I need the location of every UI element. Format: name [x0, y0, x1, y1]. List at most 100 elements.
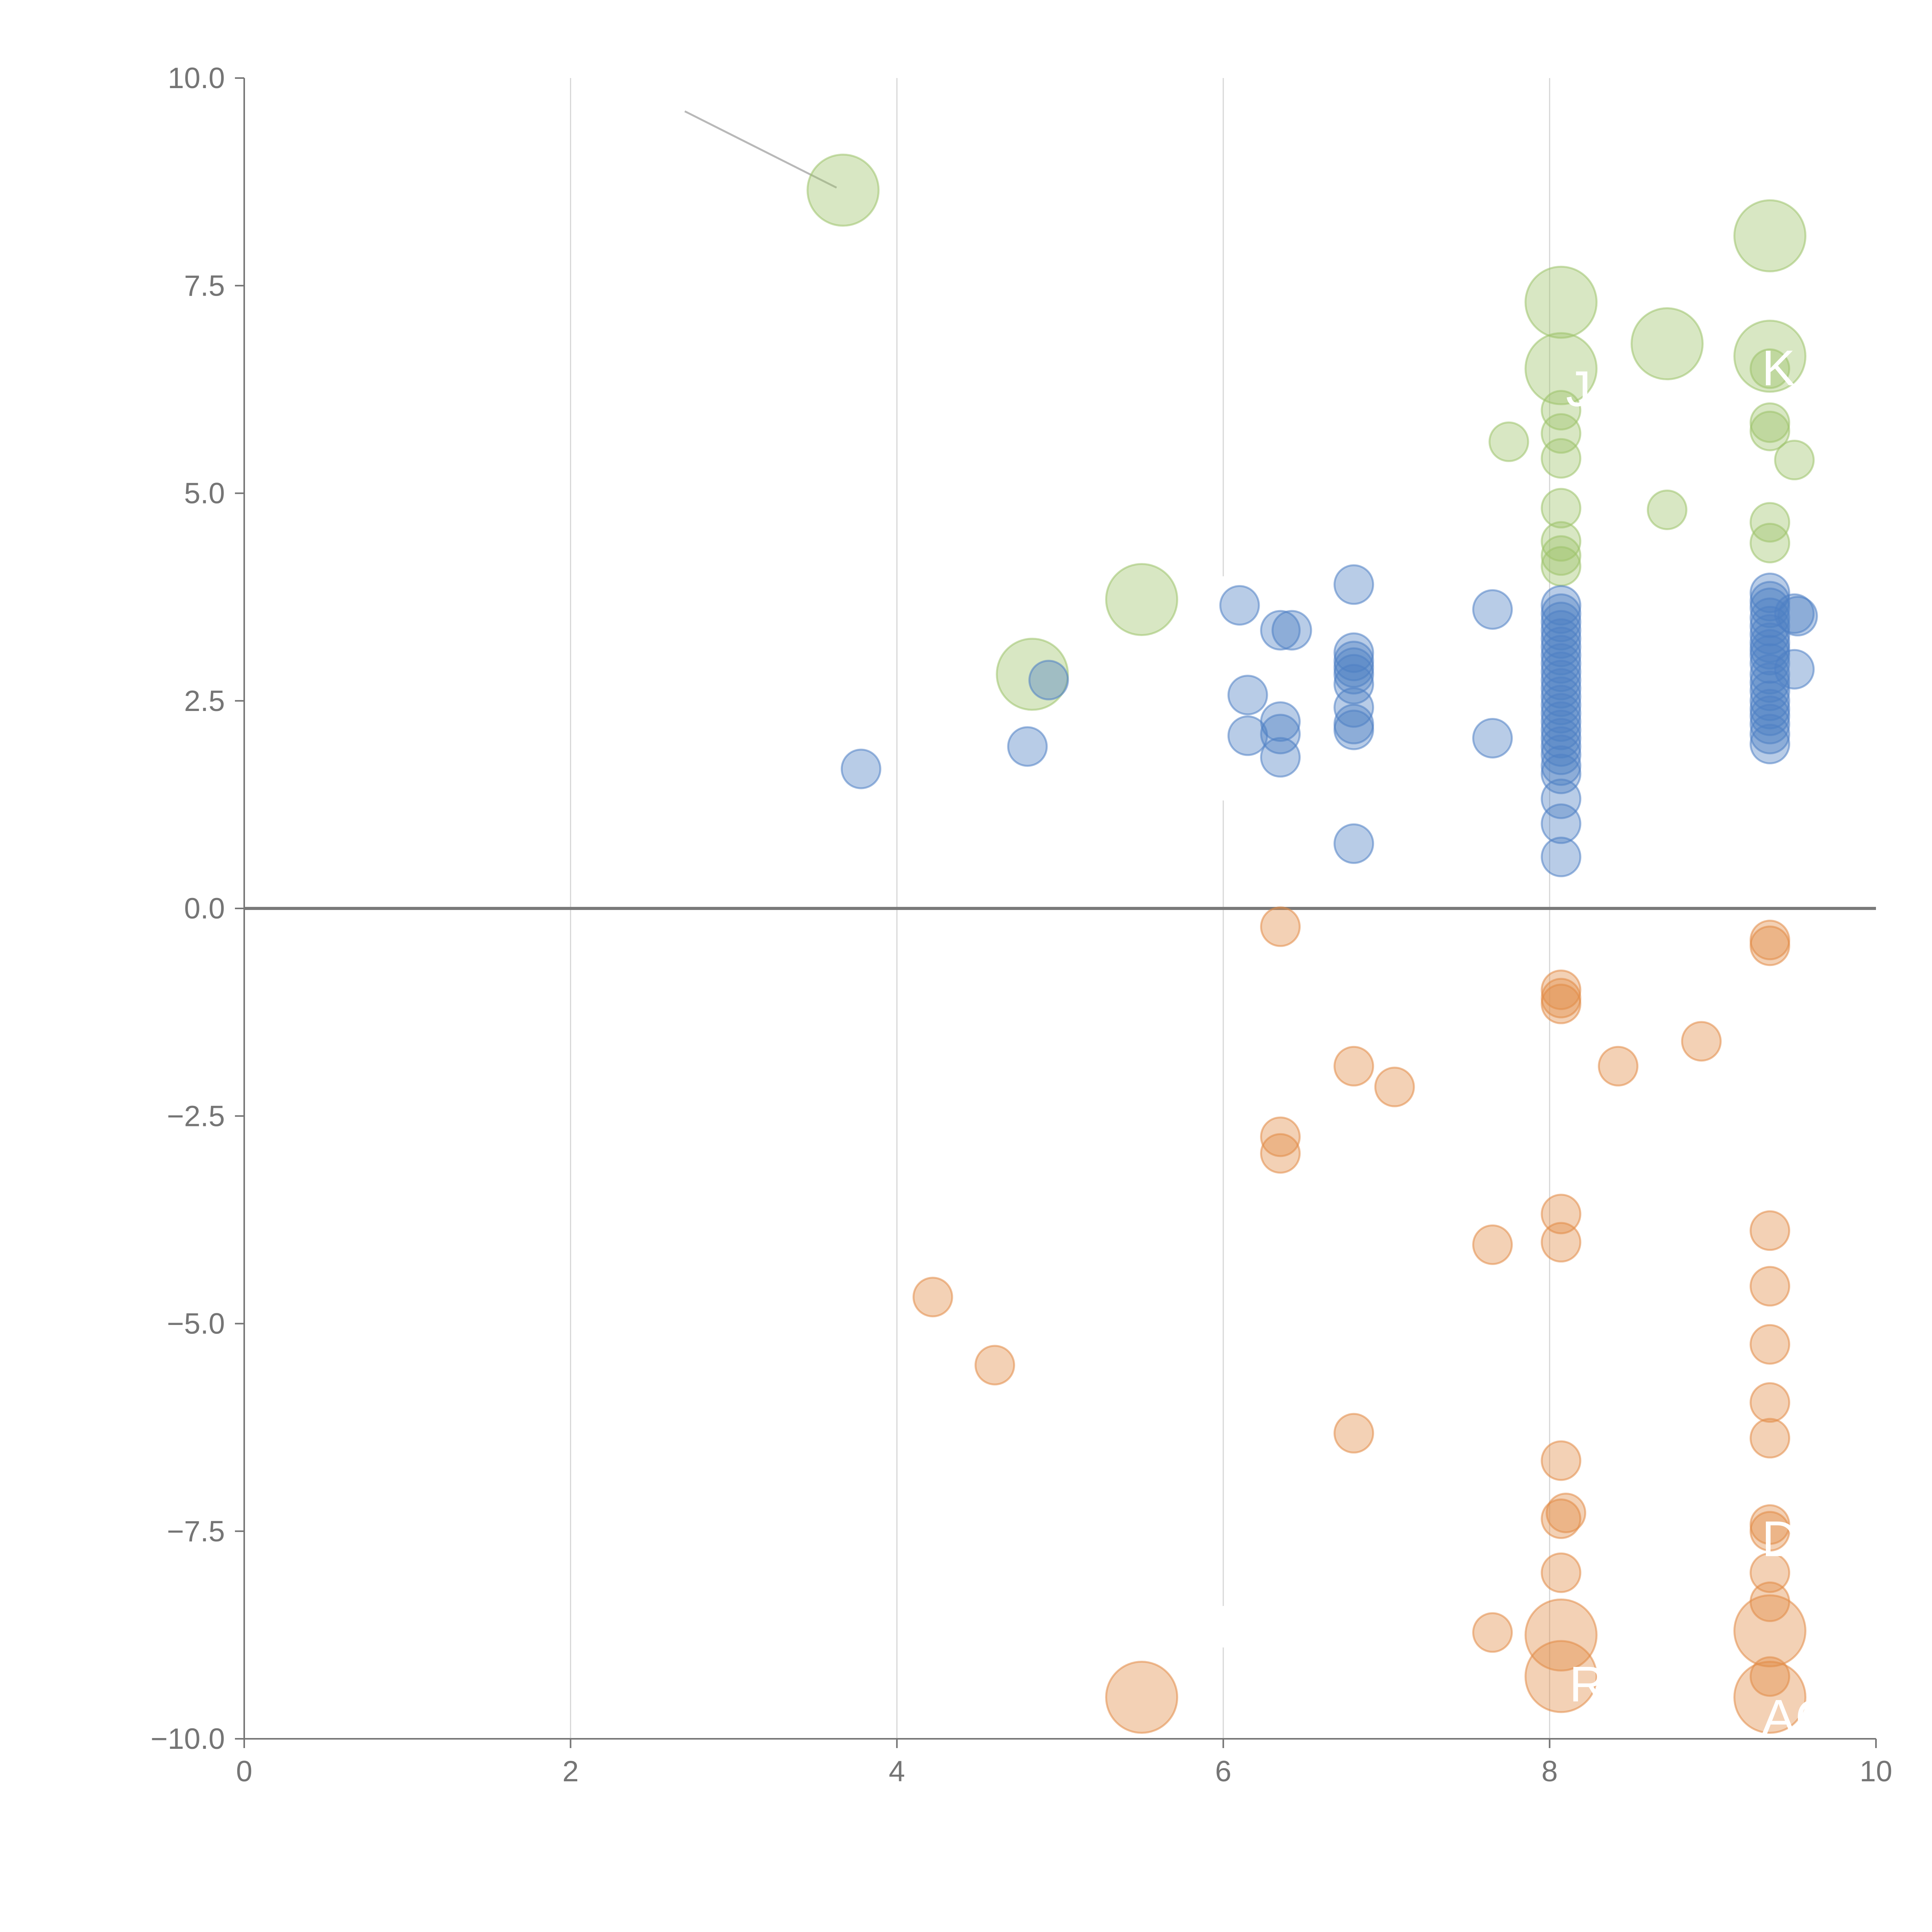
bubble-green — [1105, 563, 1179, 636]
leader-line-light — [1144, 571, 1175, 594]
bubble-blue — [1271, 610, 1312, 651]
bubble-blue — [1777, 596, 1818, 637]
y-tick-label: −5.0 — [167, 1308, 225, 1340]
bubble-orange — [1541, 1552, 1582, 1593]
bubble-green — [1524, 265, 1598, 339]
bubble-orange — [1260, 906, 1301, 947]
leader-line-light — [1772, 1601, 1779, 1623]
bubble-blue — [1541, 753, 1582, 794]
x-tick-label: 0 — [236, 1755, 252, 1788]
bubble-blue — [1774, 593, 1815, 634]
bubble-green — [1750, 402, 1791, 443]
y-tick-label: 7.5 — [184, 269, 225, 302]
axes: 0 2 4 6 8 10 10.0 7.5 5.0 2.5 0.0 −2.5 −5.0 −7.5 −10.0 — [151, 62, 1893, 1788]
bubble-green — [1774, 440, 1815, 481]
bubble-green — [1541, 488, 1582, 529]
bubble-green — [1750, 502, 1791, 543]
bubble-blue — [1007, 726, 1048, 767]
x-tick-label: 10 — [1860, 1755, 1893, 1788]
bubble-blue — [1750, 695, 1791, 736]
bubble-orange — [1472, 1224, 1513, 1265]
bubble-green — [1541, 390, 1582, 431]
bubble-blue — [840, 748, 881, 789]
bubble-blue — [1541, 676, 1582, 717]
y-tick-label: −2.5 — [167, 1100, 225, 1133]
bubble-blue — [1541, 585, 1582, 626]
bubble-blue — [1260, 714, 1301, 755]
bubble-blue — [1028, 660, 1069, 701]
bubble-green — [1541, 546, 1582, 587]
bubble-orange — [1333, 1046, 1374, 1087]
bubble-blue — [1541, 684, 1582, 725]
gridline-gap — [1220, 1606, 1226, 1648]
bubble-orange — [1750, 925, 1791, 966]
bubble-blue — [1227, 675, 1268, 716]
bubble-orange — [975, 1345, 1015, 1386]
bubble-blue — [1260, 737, 1301, 778]
bubble-orange — [1472, 1612, 1513, 1653]
bubble-orange — [1541, 1222, 1582, 1263]
point-label: AC — [1762, 1689, 1832, 1745]
bubble-blue — [1774, 649, 1815, 690]
bubbles — [806, 153, 1818, 1734]
bubble-orange — [1750, 1656, 1791, 1697]
bubble-orange — [1541, 1498, 1582, 1539]
bubble-blue — [1750, 605, 1791, 646]
bubble-blue — [1541, 651, 1582, 692]
bubble-green — [1646, 489, 1687, 530]
bubble-green — [1541, 535, 1582, 576]
bubble-blue — [1333, 823, 1374, 864]
bubble-blue — [1541, 593, 1582, 634]
bubble-blue — [1541, 803, 1582, 844]
bubble-blue — [1333, 632, 1374, 673]
bubble-blue — [1750, 714, 1791, 755]
bubble-orange — [1681, 1021, 1722, 1062]
bubble-orange — [1374, 1066, 1415, 1107]
bubble-green — [1750, 522, 1791, 563]
x-tick-label: 4 — [889, 1755, 905, 1788]
x-tick-label: 6 — [1215, 1755, 1231, 1788]
bubble-blue — [1750, 680, 1791, 721]
bubble-blue — [1472, 589, 1513, 630]
bubble-green — [806, 153, 880, 227]
bubble-blue — [1333, 564, 1374, 605]
leader-line-light — [1565, 364, 1573, 386]
bubble-orange — [1260, 1116, 1301, 1157]
bubble-blue — [1541, 602, 1582, 643]
bubble-orange — [1750, 1418, 1791, 1459]
bubble-green — [1524, 332, 1598, 405]
bubble-blue — [1333, 654, 1374, 695]
bubble-green — [1541, 438, 1582, 479]
leader-line-light — [1772, 206, 1777, 224]
bubble-orange — [1750, 1511, 1791, 1552]
bubble-green — [1750, 348, 1791, 389]
bubble-orange — [1524, 1640, 1598, 1713]
y-tick-label: 10.0 — [168, 62, 225, 95]
bubble-blue — [1541, 709, 1582, 750]
bubble-blue — [1541, 837, 1582, 878]
bubble-green — [1541, 521, 1582, 562]
bubble-orange — [1333, 1413, 1374, 1454]
annotations — [684, 110, 1779, 1648]
bubble-green — [1541, 413, 1582, 454]
bubble-blue — [1219, 585, 1260, 626]
x-tick-label: 8 — [1541, 1755, 1558, 1788]
bubble-blue — [1541, 745, 1582, 786]
bubble-orange — [912, 1277, 953, 1318]
bubble-orange — [1524, 1598, 1598, 1672]
bubble-blue — [1541, 618, 1582, 659]
gridline-gap — [1220, 576, 1226, 801]
bubble-blue — [1260, 610, 1301, 651]
point-labels: J K D R AC — [1566, 340, 1832, 1745]
point-label: R — [1569, 1656, 1605, 1712]
leader-line-light — [1035, 671, 1069, 685]
point-label: K — [1762, 340, 1795, 396]
bubble-orange — [1105, 1661, 1179, 1734]
bubble-blue — [1541, 643, 1582, 684]
x-tick-label: 2 — [562, 1755, 578, 1788]
bubble-orange — [1541, 983, 1582, 1024]
bubble-orange — [1541, 1194, 1582, 1235]
bubble-blue — [1541, 626, 1582, 667]
bubble-orange — [1750, 1552, 1791, 1593]
